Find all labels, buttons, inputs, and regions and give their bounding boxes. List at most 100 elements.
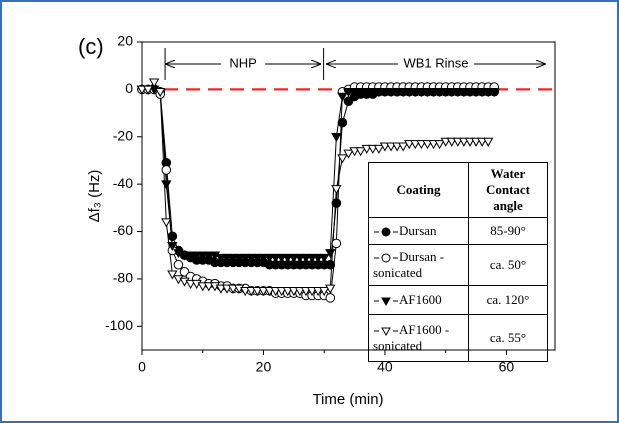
data-point [155,88,166,98]
y-tick-label: -60 [113,222,133,238]
data-point [270,253,281,263]
data-point [312,253,324,263]
data-point [197,251,208,261]
data-point [483,137,494,147]
data-point [161,218,172,228]
data-point [331,198,342,208]
panel-label: (c) [78,34,104,59]
plot-area [141,41,556,351]
data-point [234,253,245,263]
data-point [446,88,457,98]
data-point [434,140,445,150]
data-point [136,85,148,95]
y-tick-label: -40 [113,175,133,191]
data-point [440,137,451,147]
data-point [452,88,463,98]
data-point [337,92,348,102]
data-point [416,88,427,98]
x-tick-label: 0 [138,359,146,375]
legend-row: Dursan 85-90° [368,217,548,245]
data-point [270,287,281,297]
data-point [246,253,257,263]
x-axis-label: Time (min) [312,391,383,408]
legend-row: AF1600 - sonicated ca. 55° [368,314,548,362]
x-tick-label: 40 [377,359,393,375]
data-point [221,253,233,263]
data-point [422,140,433,150]
data-point [325,293,336,303]
data-point [458,88,470,98]
x-tick-label: 60 [499,359,515,375]
data-point [300,287,312,297]
data-point [179,251,190,261]
data-point [476,88,488,98]
contact-angle: 85-90° [468,217,548,245]
data-point [276,253,287,263]
data-point [203,282,214,292]
y-tick-label: -80 [113,270,133,286]
data-point [367,88,378,98]
data-point [343,149,354,159]
y-tick-label: -20 [113,127,133,143]
data-point [355,88,366,98]
data-point [312,287,324,297]
data-point [252,287,263,297]
data-point [148,78,160,88]
data-point [294,253,306,263]
data-point [288,287,299,297]
data-point [385,88,397,98]
data-point [325,249,336,259]
data-point [191,251,202,261]
data-point [489,88,500,98]
data-point [476,137,488,147]
data-point [440,88,451,98]
y-tick-label: -100 [105,317,133,333]
contact-angle: ca. 55° [468,314,548,362]
data-point [404,140,415,150]
legend-marker [374,253,398,263]
data-point [161,180,172,190]
data-point [434,88,445,98]
data-point [410,140,421,150]
legend-label: Dursan [399,223,437,238]
data-point [398,142,409,152]
data-point [391,142,403,152]
data-point [404,88,415,98]
legend-marker [374,297,398,307]
data-point [416,140,427,150]
data-point [306,253,318,263]
data-point [325,284,336,294]
legend-label: Dursan - sonicated [373,249,445,280]
data-point [331,238,342,249]
legend-header: Water Contact angle [468,162,548,218]
legend-symbol [381,227,391,237]
data-point [373,88,385,98]
data-point [373,144,385,154]
data-point [379,142,391,152]
annotation: NHP [229,55,256,70]
data-point [325,259,336,270]
data-point [185,279,196,289]
data-point [428,140,439,150]
data-point [215,253,227,263]
data-point [221,284,233,294]
data-point [446,137,457,147]
data-point [185,251,196,261]
legend-entry: Dursan [368,217,469,245]
legend-label: AF1600 - sonicated [373,322,450,353]
data-point [410,88,421,98]
data-point [458,137,470,147]
data-point [282,253,293,263]
legend-symbol [381,327,391,337]
data-point [349,147,360,157]
data-point [349,88,360,98]
data-point [282,287,293,297]
legend-entry: Dursan - sonicated [368,244,469,286]
data-point [464,88,476,98]
legend: Coating Water Contact angle Dursan 85-90°… [368,162,548,362]
data-point [173,259,184,270]
data-point [464,137,476,147]
data-point [258,253,269,263]
data-point [452,137,463,147]
